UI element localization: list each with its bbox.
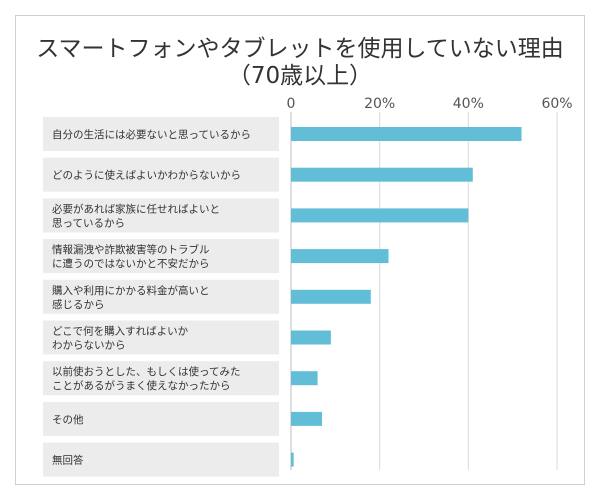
- category-label: その他: [52, 413, 84, 426]
- category-label-box: [43, 279, 279, 314]
- category-label: 無回答: [52, 454, 84, 467]
- chart-title-line: （70歳以上）: [227, 63, 373, 89]
- category-label-box: [43, 117, 279, 151]
- chart-title-line: スマートフォンやタブレットを使用していない理由: [36, 36, 564, 62]
- bar: [291, 249, 389, 264]
- category-label-line: 以前使おうとした、もしくは使ってみた: [52, 365, 240, 378]
- category-label: 自分の生活には必要ないと思っているから: [52, 128, 251, 141]
- bar: [291, 330, 331, 345]
- category-label-box: [43, 442, 279, 477]
- category-label-box: [43, 361, 279, 396]
- category-label: どのように使えばよいかわからないから: [52, 169, 241, 182]
- category-label: 以前使おうとした、もしくは使ってみたことがあるがうまく使えなかったから: [52, 365, 240, 392]
- category-label-line: 思っているから: [52, 217, 125, 229]
- chart-title: スマートフォンやタブレットを使用していない理由 （70歳以上）: [0, 36, 600, 90]
- category-label: 必要があれば家族に任せればよいと思っているから: [52, 202, 220, 229]
- category-label: どこで何を購入すればよいかわからないから: [52, 325, 189, 352]
- category-label: 購入や利用にかかる料金が高いと感じるから: [52, 284, 210, 311]
- category-label-line: 情報漏洩や詐欺被害等のトラブル: [52, 243, 210, 256]
- x-tick-label: 40%: [453, 96, 484, 112]
- category-label-line: その他: [52, 413, 84, 426]
- category-label-line: どこで何を購入すればよいか: [52, 325, 189, 338]
- bar: [291, 289, 371, 304]
- category-label-line: 自分の生活には必要ないと思っているから: [52, 128, 251, 141]
- bar: [291, 167, 473, 182]
- category-label-box: [43, 320, 279, 355]
- bar: [291, 208, 469, 223]
- category-label-line: わからないから: [52, 340, 126, 352]
- category-label: 情報漏洩や詐欺被害等のトラブルに遭うのではないかと不安だから: [52, 243, 210, 270]
- category-label-line: どのように使えばよいかわからないから: [52, 169, 241, 182]
- category-label-line: ことがあるがうまく使えなかったから: [52, 379, 231, 392]
- bar: [291, 452, 294, 467]
- x-tick-label: 20%: [364, 96, 395, 112]
- category-label-box: [43, 157, 279, 192]
- bar: [291, 411, 323, 426]
- bar: [291, 127, 522, 141]
- category-label-line: 無回答: [52, 454, 84, 467]
- category-label-box: [43, 239, 279, 274]
- category-label-line: 購入や利用にかかる料金が高いと: [52, 284, 210, 297]
- category-label-line: に遭うのではないかと不安だから: [52, 257, 210, 270]
- category-label-box: [43, 198, 279, 233]
- bar: [291, 371, 318, 386]
- category-label-line: 感じるから: [52, 298, 105, 311]
- x-tick-label: 60%: [541, 96, 572, 112]
- x-tick-label: 0: [287, 96, 296, 112]
- category-label-box: [43, 401, 279, 436]
- category-label-line: 必要があれば家族に任せればよいと: [52, 202, 220, 215]
